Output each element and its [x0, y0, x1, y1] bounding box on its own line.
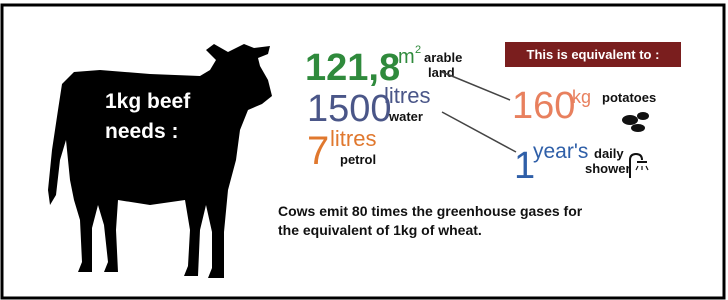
unit: litres [330, 126, 376, 151]
amount: 7 [307, 129, 329, 173]
label: petrol [340, 152, 376, 167]
footnote: Cows emit 80 times the greenhouse gases … [278, 203, 583, 219]
unit: litres [384, 83, 430, 108]
infographic: 1kg beef needs : 121,8 m 2 arable land 1… [0, 0, 728, 300]
cow-label: needs : [105, 120, 179, 143]
unit: m [398, 46, 415, 68]
amount: 1500 [307, 88, 392, 130]
label: shower [585, 161, 631, 176]
unit: kg [572, 87, 591, 107]
label: water [388, 109, 423, 124]
label: land [428, 65, 455, 80]
equivalent-title: This is equivalent to : [527, 47, 660, 62]
amount: 160 [512, 85, 575, 127]
footnote: the equivalent of 1kg of wheat. [278, 222, 482, 238]
label: arable [424, 50, 462, 65]
unit: year's [533, 140, 588, 163]
unit-sup: 2 [415, 44, 421, 56]
label: daily [594, 146, 624, 161]
amount: 1 [514, 145, 535, 187]
label: potatoes [602, 90, 656, 105]
cow-label: 1kg beef [105, 90, 191, 113]
